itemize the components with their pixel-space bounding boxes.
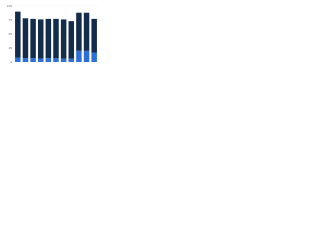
bar-segment [91, 18, 97, 53]
bar-segment [83, 50, 90, 62]
bar-segment [30, 58, 36, 62]
bar-segment [22, 58, 29, 62]
bar-segment [37, 19, 44, 59]
y-tick-label: 100 [7, 4, 12, 8]
bar-segment [76, 50, 82, 62]
y-tick-label: 0 [10, 60, 12, 64]
y-tick-label: 75 [9, 18, 13, 22]
bar-segment [76, 12, 82, 51]
bar-segment [45, 18, 52, 59]
bar-segment [68, 58, 75, 62]
bar-segment [83, 12, 90, 51]
bar-segment [53, 18, 59, 59]
bar-segment [15, 57, 21, 62]
bar-segment [91, 52, 97, 62]
bar-segment [30, 18, 36, 59]
bar-segment [68, 21, 75, 59]
bar-segment [22, 18, 29, 59]
bar-segment [15, 11, 21, 58]
y-tick-label: 50 [9, 32, 13, 36]
bar-segment [37, 58, 44, 62]
bar-segment [60, 58, 67, 62]
chart: 0 25 50 75 100 [7, 4, 98, 64]
bar-segment [53, 58, 59, 62]
y-tick-label: 25 [9, 46, 13, 50]
bar-segment [45, 58, 52, 62]
bar-segment [60, 19, 67, 59]
